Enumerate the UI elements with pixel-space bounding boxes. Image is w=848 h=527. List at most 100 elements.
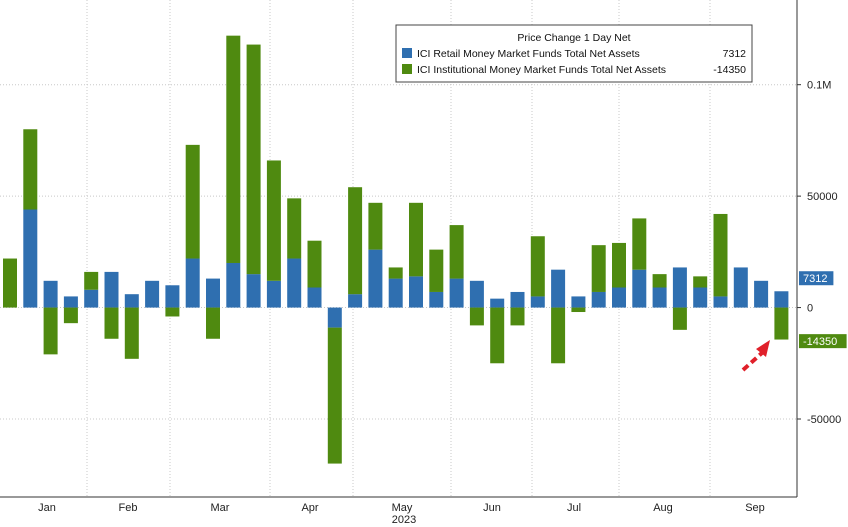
- legend-value-institutional: -14350: [713, 64, 746, 76]
- bar-retail: [348, 294, 363, 308]
- bar-retail: [693, 287, 708, 308]
- legend-value-retail: 7312: [723, 48, 747, 60]
- bar-retail: [185, 258, 200, 308]
- bar-institutional: [551, 307, 566, 364]
- bar-retail: [226, 262, 241, 308]
- bar-institutional: [165, 307, 180, 317]
- y-tick-label: 50000: [807, 191, 838, 203]
- bar-retail: [287, 258, 302, 308]
- bar-retail: [672, 267, 687, 308]
- legend: Price Change 1 Day Net ICI Retail Money …: [395, 24, 753, 83]
- last-value-box: [799, 271, 834, 286]
- y-tick-labels: 0.1M 50000 0 -50000: [797, 80, 841, 426]
- bar-institutional: [226, 35, 241, 263]
- bar-retail: [612, 287, 626, 308]
- bar-retail: [530, 296, 545, 308]
- bar-institutional: [327, 327, 342, 464]
- bar-retail: [754, 280, 769, 308]
- bar-retail: [327, 307, 342, 328]
- x-tick-label: Apr: [301, 502, 318, 514]
- last-value-text: -14350: [803, 336, 837, 348]
- legend-label-retail: ICI Retail Money Market Funds Total Net …: [417, 48, 640, 60]
- legend-box: [395, 24, 753, 83]
- bar-institutional: [185, 144, 200, 259]
- red-arrow-annotation: [741, 340, 770, 372]
- bar-institutional: [449, 225, 464, 279]
- bar-institutional: [490, 307, 505, 364]
- bar-institutional: [63, 307, 78, 324]
- x-tick-label: Sep: [745, 502, 765, 514]
- x-tick-label: Jun: [483, 502, 501, 514]
- bar-institutional: [348, 187, 363, 295]
- bar-retail: [713, 296, 728, 308]
- bar-retail: [571, 296, 586, 308]
- x-tick-label: Feb: [119, 502, 138, 514]
- axes: [0, 0, 798, 498]
- bar-retail: [165, 285, 180, 308]
- bar-institutional: [206, 307, 220, 339]
- bar-retail: [449, 278, 464, 308]
- bar-retail: [469, 280, 484, 308]
- bar-retail: [84, 289, 99, 308]
- last-value-text: 7312: [803, 273, 827, 285]
- bar-retail: [124, 294, 139, 308]
- bar-retail: [652, 287, 667, 308]
- bar-institutional: [84, 271, 99, 290]
- bar-institutional: [591, 245, 606, 292]
- bar-retail: [774, 291, 789, 308]
- bar-institutional: [23, 129, 38, 210]
- legend-swatch-institutional: [402, 64, 412, 74]
- bar-institutional: [571, 307, 586, 313]
- bar-institutional: [632, 218, 647, 270]
- bar-retail: [510, 291, 525, 308]
- x-tick-labels: Jan Feb Mar Apr May Jun Jul Aug Sep: [38, 502, 765, 514]
- bar-institutional: [510, 307, 525, 326]
- last-value-box: [799, 334, 847, 349]
- bar-retail: [145, 280, 160, 308]
- bar-institutional: [612, 242, 626, 288]
- last-value-labels: 7312 -14350: [799, 271, 847, 349]
- bar-institutional: [693, 276, 708, 288]
- legend-title: Price Change 1 Day Net: [517, 32, 630, 44]
- legend-label-institutional: ICI Institutional Money Market Funds Tot…: [417, 64, 666, 76]
- bar-retail: [266, 280, 281, 308]
- bar-institutional: [124, 307, 139, 359]
- x-tick-label: Aug: [653, 502, 673, 514]
- bar-institutional: [652, 274, 667, 288]
- bar-retail: [632, 269, 647, 308]
- legend-swatch-retail: [402, 48, 412, 58]
- bar-retail: [733, 267, 748, 308]
- bar-retail: [591, 291, 606, 308]
- y-tick-label: 0: [807, 303, 813, 315]
- last-value-retail: 7312: [799, 271, 834, 286]
- x-tick-label: May: [392, 502, 413, 514]
- bar-retail: [429, 291, 444, 308]
- bar-institutional: [368, 202, 383, 250]
- bar-retail: [307, 287, 322, 308]
- bar-institutional: [429, 249, 444, 292]
- bar-retail: [368, 249, 383, 308]
- bar-institutional: [409, 202, 423, 277]
- bar-retail: [43, 280, 58, 308]
- bar-institutional: [774, 307, 789, 340]
- bars: [3, 35, 789, 464]
- bar-retail: [551, 269, 566, 308]
- bar-institutional: [266, 160, 281, 281]
- y-tick-label: -50000: [807, 414, 841, 426]
- bar-retail: [409, 276, 423, 308]
- bar-institutional: [469, 307, 484, 326]
- x-tick-label: Mar: [211, 502, 230, 514]
- last-value-institutional: -14350: [799, 334, 847, 349]
- bar-institutional: [530, 236, 545, 297]
- bar-retail: [490, 298, 505, 308]
- bar-institutional: [43, 307, 58, 355]
- bar-institutional: [104, 307, 119, 339]
- bar-retail: [63, 296, 78, 308]
- bar-institutional: [388, 267, 403, 279]
- bar-institutional: [713, 213, 728, 297]
- y-tick-label: 0.1M: [807, 80, 831, 92]
- x-tick-label: Jan: [38, 502, 56, 514]
- bar-institutional: [3, 258, 17, 308]
- year-label: 2023: [392, 514, 416, 526]
